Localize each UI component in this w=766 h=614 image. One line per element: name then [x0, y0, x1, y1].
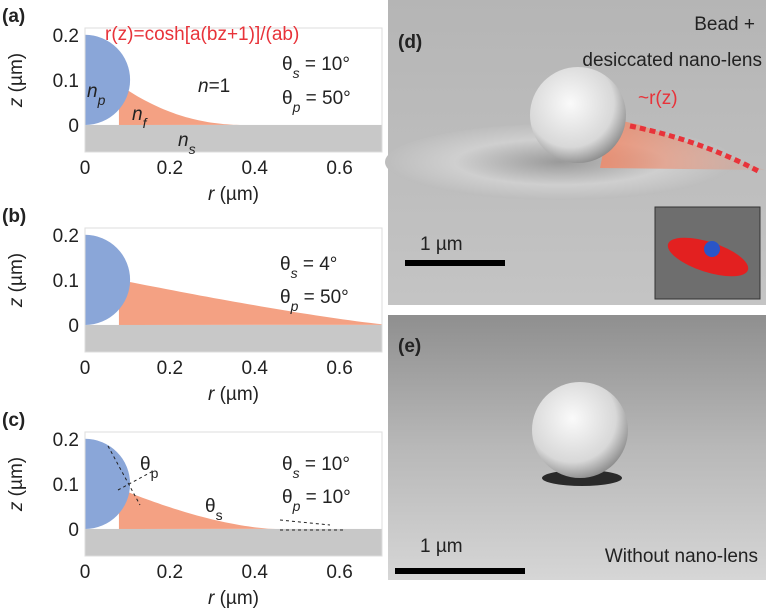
x-tick-label: 0.2 — [157, 562, 183, 583]
y-tick-label: 0.1 — [53, 71, 79, 92]
axis-symbol: z — [6, 297, 27, 308]
axis-symbol: z — [6, 501, 27, 512]
panel-label: (e) — [398, 336, 421, 357]
bead — [530, 67, 626, 163]
caption: Bead + — [694, 14, 755, 35]
sem-e: (e) 1 µm Without nano-lens — [388, 315, 766, 580]
y-tick-label: 0 — [68, 316, 79, 337]
text-part: s — [189, 141, 196, 157]
y-axis-label: z (µm) — [6, 457, 27, 512]
inset-bead — [704, 241, 720, 257]
substrate — [85, 325, 382, 352]
plot-panel: 0 0.2 0.4 0.6 0 0.1 0.2 r (µm) z (µm) (b) θs = 4° θ… — [2, 206, 391, 405]
caption: Without nano-lens — [605, 546, 758, 567]
text-part: p — [97, 92, 106, 108]
substrate — [85, 529, 382, 556]
y-tick-label: 0.2 — [53, 26, 79, 47]
text-part: θ — [140, 454, 151, 475]
panel-label: (c) — [2, 410, 25, 431]
x-tick-label: 0.4 — [242, 562, 269, 583]
plot-panel: 00.20.40.600.10.2r (µm)z (µm)(c)θpθsθs =… — [2, 410, 382, 609]
panel-label: (d) — [398, 32, 422, 53]
x-tick-label: 0.4 — [242, 158, 269, 179]
text-part: θ — [280, 287, 291, 308]
text-part: = 10° — [300, 487, 350, 508]
y-tick-label: 0.2 — [53, 430, 79, 451]
text-part: p — [290, 298, 299, 314]
figure: (d) Bead + desiccated nano-lens ~r(z) 1 … — [0, 0, 766, 614]
x-axis-label: r (µm) — [208, 588, 259, 609]
y-tick-label: 0 — [68, 520, 79, 541]
y-axis-label: z (µm) — [6, 53, 27, 108]
axis-unit: (µm) — [6, 253, 27, 298]
annotation: n=1 — [198, 76, 230, 97]
text-part: p — [292, 99, 301, 115]
text-part: = 10° — [300, 454, 350, 475]
y-tick-label: 0 — [68, 116, 79, 137]
axis-unit: (µm) — [214, 184, 259, 205]
scale-bar — [405, 260, 505, 266]
text-part: = 4° — [298, 254, 338, 275]
page: (d) Bead + desiccated nano-lens ~r(z) 1 … — [0, 0, 766, 614]
axis-unit: (µm) — [6, 457, 27, 502]
text-part: s — [291, 265, 298, 281]
annotation: r(z)=cosh[a(bz+1)]/(ab) — [105, 24, 299, 45]
text-part: s — [293, 65, 300, 81]
x-tick-label: 0.6 — [326, 358, 352, 379]
text-part: n — [87, 81, 98, 102]
text-part: θ — [282, 487, 293, 508]
axis-symbol: z — [6, 97, 27, 108]
inset — [655, 207, 760, 299]
substrate — [85, 125, 382, 152]
scale-bar — [395, 568, 525, 574]
text-part: =1 — [209, 76, 231, 97]
text-part: s — [216, 507, 223, 523]
x-axis-label: r (µm) — [208, 384, 259, 405]
text-part: p — [151, 465, 159, 481]
text-part: θ — [282, 454, 293, 475]
profile-label: ~r(z) — [638, 88, 678, 109]
axis-unit: (µm) — [214, 384, 259, 405]
x-tick-label: 0.2 — [157, 358, 183, 379]
x-tick-label: 0.6 — [326, 158, 352, 179]
text-part: θ — [282, 88, 293, 109]
scale-label: 1 µm — [420, 536, 463, 557]
text-part: = 10° — [300, 54, 350, 75]
text-part: r(z)=cosh[a(bz+1)]/(ab) — [105, 24, 299, 45]
x-axis-label: r (µm) — [208, 184, 259, 205]
text-part: θ — [205, 496, 216, 517]
text-part: n — [198, 76, 209, 97]
text-part: p — [292, 498, 301, 514]
sem-d: (d) Bead + desiccated nano-lens ~r(z) 1 … — [385, 0, 766, 305]
y-tick-label: 0.1 — [53, 271, 79, 292]
scale-label: 1 µm — [420, 234, 463, 255]
text-part: n — [178, 130, 189, 151]
plot-panel: 0 0.2 0.4 0.6 0 0.1 0.2 r (µm) z (µm) (a) r(z)=cos… — [2, 6, 382, 205]
axis-unit: (µm) — [6, 53, 27, 98]
text-part: θ — [282, 54, 293, 75]
x-tick-label: 0 — [80, 562, 91, 583]
text-part: s — [293, 465, 300, 481]
y-axis-label: z (µm) — [6, 253, 27, 308]
panel-label: (b) — [2, 206, 26, 227]
y-tick-label: 0.1 — [53, 475, 79, 496]
y-tick-label: 0.2 — [53, 226, 79, 247]
text-part: θ — [280, 254, 291, 275]
x-tick-label: 0 — [80, 358, 91, 379]
x-tick-label: 0.4 — [242, 358, 269, 379]
x-tick-label: 0.2 — [157, 158, 183, 179]
text-part: = 50° — [300, 88, 350, 109]
axis-unit: (µm) — [214, 588, 259, 609]
text-part: = 50° — [298, 287, 348, 308]
panel-label: (a) — [2, 6, 25, 27]
x-tick-label: 0 — [80, 158, 91, 179]
caption: desiccated nano-lens — [582, 50, 762, 71]
bead — [532, 382, 628, 478]
text-part: n — [132, 104, 143, 125]
x-tick-label: 0.6 — [326, 562, 352, 583]
